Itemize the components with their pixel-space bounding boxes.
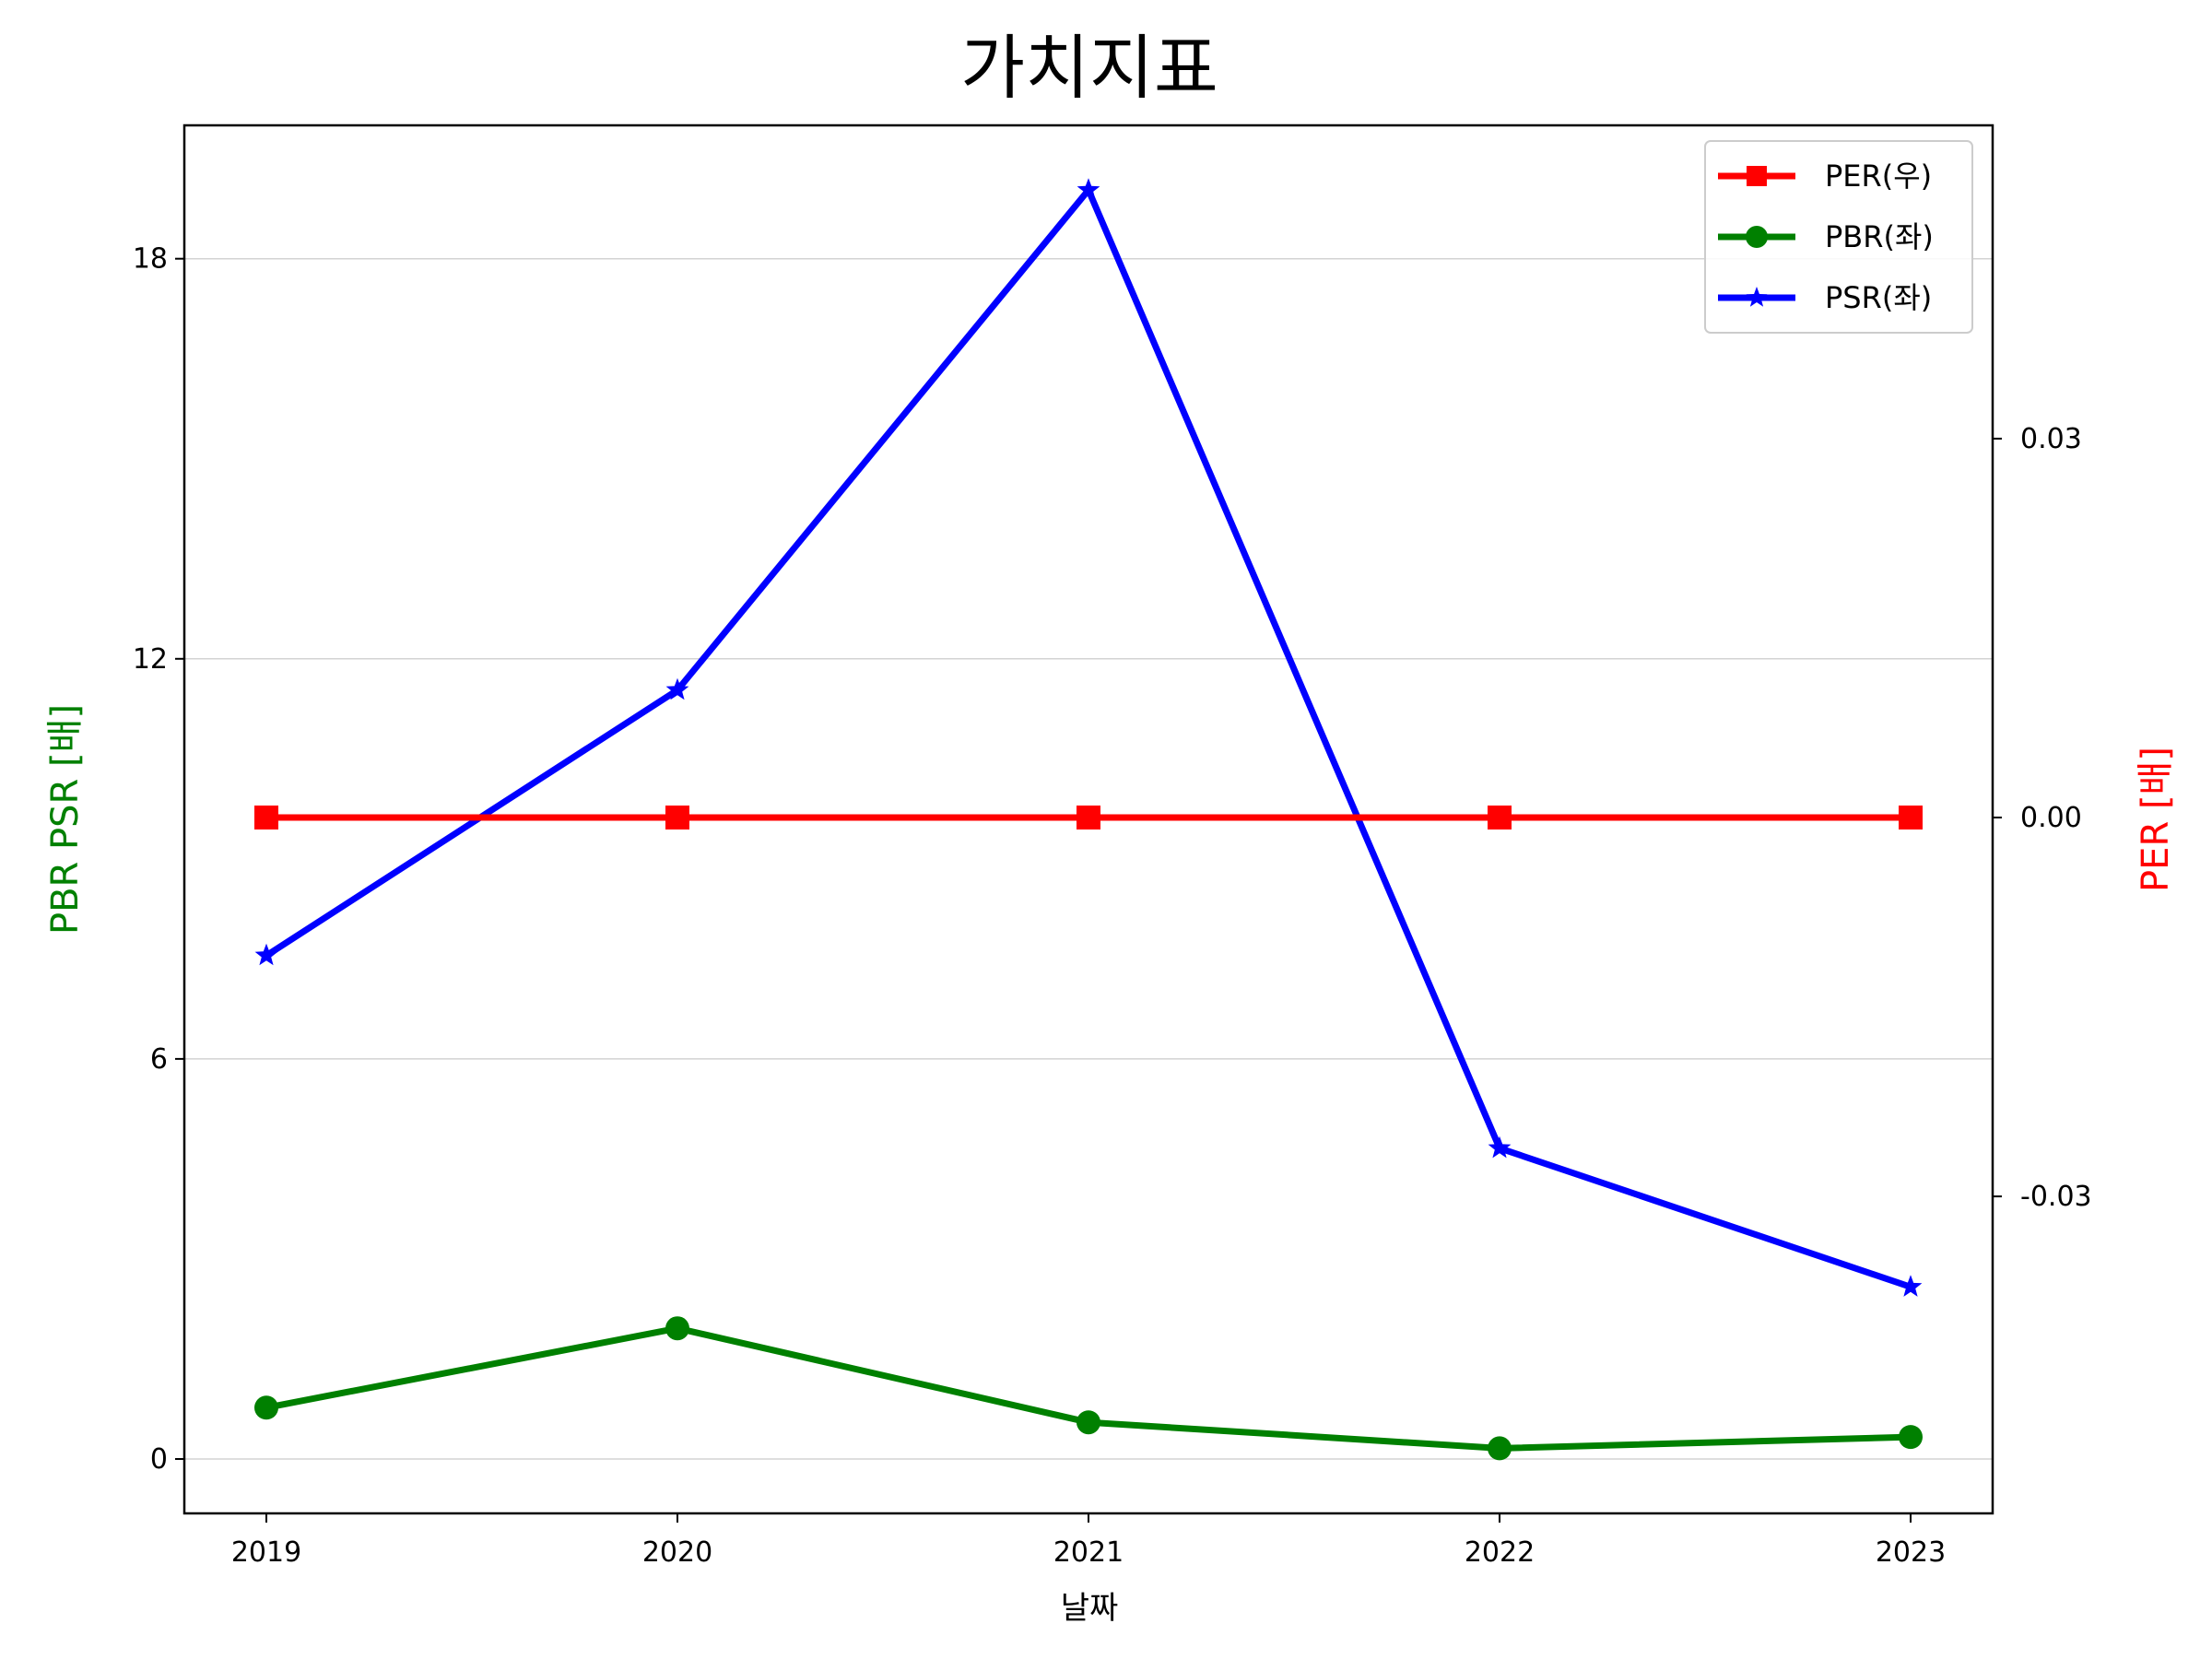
legend-box — [1704, 140, 1973, 334]
y-left-tick-label: 0 — [150, 1443, 168, 1476]
x-tick-label: 2022 — [1465, 1536, 1535, 1569]
series-layer — [254, 178, 1923, 1461]
per-point — [1488, 806, 1512, 830]
y-right-tick-label: 0.03 — [2020, 423, 2082, 455]
y-left-tick-label: 18 — [133, 243, 168, 276]
legend-label-psr: PSR(좌) — [1825, 280, 1932, 315]
y-axis-left-label: PBR PSR [배] — [44, 704, 87, 935]
y-axis-right: -0.03 0.00 0.03 — [1993, 423, 2092, 1213]
psr-point — [1488, 1135, 1512, 1159]
x-axis: 2019 2020 2021 2022 2023 — [231, 1513, 1946, 1569]
x-tick-label: 2023 — [1876, 1536, 1946, 1569]
legend-marker-psr — [1746, 287, 1768, 307]
per-point — [1899, 806, 1923, 830]
y-left-tick-label: 6 — [150, 1043, 168, 1076]
psr-point — [254, 943, 278, 966]
pbr-point — [665, 1316, 689, 1341]
per-point — [254, 806, 278, 830]
legend-label-pbr: PBR(좌) — [1825, 219, 1934, 254]
per-point — [1077, 806, 1100, 830]
per-point — [665, 806, 689, 830]
psr-line — [265, 186, 1912, 1290]
y-axis-left: 0 6 12 18 — [133, 243, 184, 1476]
legend: PER(우) PBR(좌) PSR(좌) — [1704, 140, 1973, 334]
legend-marker-per — [1747, 166, 1767, 186]
chart-title: 가치지표 — [960, 27, 1218, 109]
pbr-point — [1077, 1410, 1100, 1435]
psr-point — [1077, 178, 1100, 200]
pbr-point — [1899, 1425, 1923, 1450]
pbr-point — [254, 1395, 278, 1420]
x-tick-label: 2021 — [1053, 1536, 1124, 1569]
y-left-tick-label: 12 — [133, 643, 168, 676]
pbr-point — [1488, 1436, 1512, 1461]
psr-point — [1899, 1275, 1923, 1297]
y-right-tick-label: 0.00 — [2020, 802, 2082, 834]
psr-point — [665, 677, 689, 700]
x-axis-label: 날짜 — [1061, 1590, 1119, 1627]
legend-marker-pbr — [1746, 226, 1768, 248]
y-axis-right-label: PER [배] — [2135, 747, 2177, 892]
legend-label-per: PER(우) — [1825, 159, 1932, 194]
grid — [184, 257, 1993, 1460]
x-tick-label: 2020 — [642, 1536, 712, 1569]
y-right-tick-label: -0.03 — [2020, 1181, 2092, 1213]
x-tick-label: 2019 — [231, 1536, 301, 1569]
